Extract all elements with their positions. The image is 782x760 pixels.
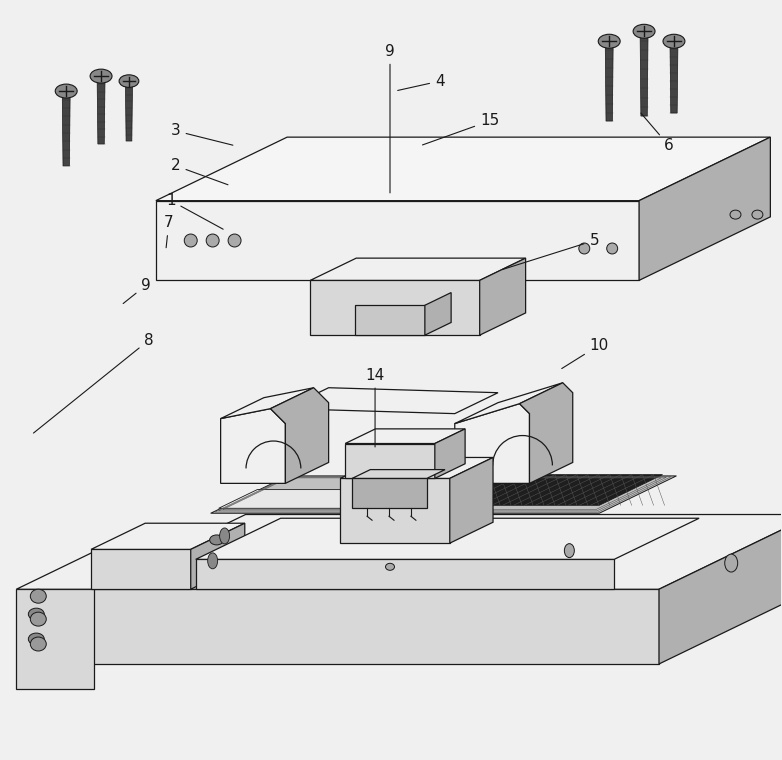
Polygon shape — [221, 409, 285, 483]
Text: 9: 9 — [385, 44, 395, 193]
Polygon shape — [435, 429, 465, 478]
Polygon shape — [285, 388, 498, 413]
Polygon shape — [345, 429, 465, 444]
Polygon shape — [91, 549, 191, 589]
Polygon shape — [355, 306, 425, 335]
Polygon shape — [455, 383, 563, 423]
Ellipse shape — [56, 84, 77, 98]
Polygon shape — [670, 41, 678, 113]
Polygon shape — [156, 137, 770, 201]
Text: 10: 10 — [561, 337, 609, 369]
Polygon shape — [196, 559, 614, 589]
Polygon shape — [91, 523, 245, 549]
Ellipse shape — [663, 34, 685, 48]
Ellipse shape — [28, 633, 45, 645]
Text: 15: 15 — [422, 113, 499, 145]
Polygon shape — [450, 458, 493, 543]
Text: 1: 1 — [166, 193, 223, 230]
Polygon shape — [361, 475, 662, 505]
Polygon shape — [605, 41, 613, 121]
Ellipse shape — [119, 74, 139, 87]
Text: 14: 14 — [365, 368, 385, 447]
Text: 2: 2 — [171, 158, 228, 185]
Polygon shape — [352, 470, 445, 478]
Text: 8: 8 — [34, 333, 154, 433]
Ellipse shape — [598, 34, 620, 48]
Polygon shape — [210, 476, 676, 513]
Ellipse shape — [730, 210, 741, 219]
Polygon shape — [352, 478, 427, 508]
Ellipse shape — [725, 554, 737, 572]
Ellipse shape — [752, 210, 763, 219]
Polygon shape — [455, 404, 529, 483]
Polygon shape — [196, 518, 699, 559]
Ellipse shape — [208, 553, 217, 568]
Polygon shape — [519, 383, 572, 483]
Polygon shape — [340, 458, 493, 478]
Polygon shape — [340, 478, 450, 543]
Ellipse shape — [228, 234, 241, 247]
Polygon shape — [97, 76, 105, 144]
Polygon shape — [91, 589, 659, 664]
Ellipse shape — [28, 608, 45, 620]
Text: 3: 3 — [171, 123, 233, 145]
Text: 7: 7 — [164, 215, 174, 248]
Ellipse shape — [206, 234, 219, 247]
Ellipse shape — [185, 234, 197, 247]
Ellipse shape — [210, 535, 224, 545]
Polygon shape — [156, 201, 639, 280]
Ellipse shape — [220, 528, 230, 544]
Polygon shape — [91, 515, 782, 589]
Ellipse shape — [30, 589, 46, 603]
Polygon shape — [221, 388, 314, 419]
Ellipse shape — [579, 243, 590, 254]
Polygon shape — [310, 258, 526, 280]
Ellipse shape — [386, 563, 394, 570]
Ellipse shape — [633, 24, 655, 38]
Text: 4: 4 — [398, 74, 445, 90]
Polygon shape — [63, 91, 70, 166]
Polygon shape — [219, 489, 400, 508]
Polygon shape — [425, 293, 451, 335]
Polygon shape — [271, 388, 328, 483]
Polygon shape — [191, 523, 245, 589]
Ellipse shape — [90, 69, 112, 83]
Polygon shape — [639, 137, 770, 280]
Polygon shape — [310, 280, 479, 335]
Polygon shape — [16, 552, 171, 589]
Text: 9: 9 — [123, 278, 151, 303]
Polygon shape — [640, 31, 648, 116]
Text: 5: 5 — [502, 233, 599, 270]
Ellipse shape — [30, 612, 46, 626]
Polygon shape — [125, 81, 132, 141]
Ellipse shape — [565, 543, 574, 558]
Text: 6: 6 — [641, 113, 674, 154]
Polygon shape — [659, 515, 782, 664]
Ellipse shape — [30, 637, 46, 651]
Polygon shape — [16, 589, 94, 689]
Polygon shape — [345, 444, 435, 478]
Ellipse shape — [202, 556, 216, 565]
Polygon shape — [479, 258, 526, 335]
Ellipse shape — [607, 243, 618, 254]
